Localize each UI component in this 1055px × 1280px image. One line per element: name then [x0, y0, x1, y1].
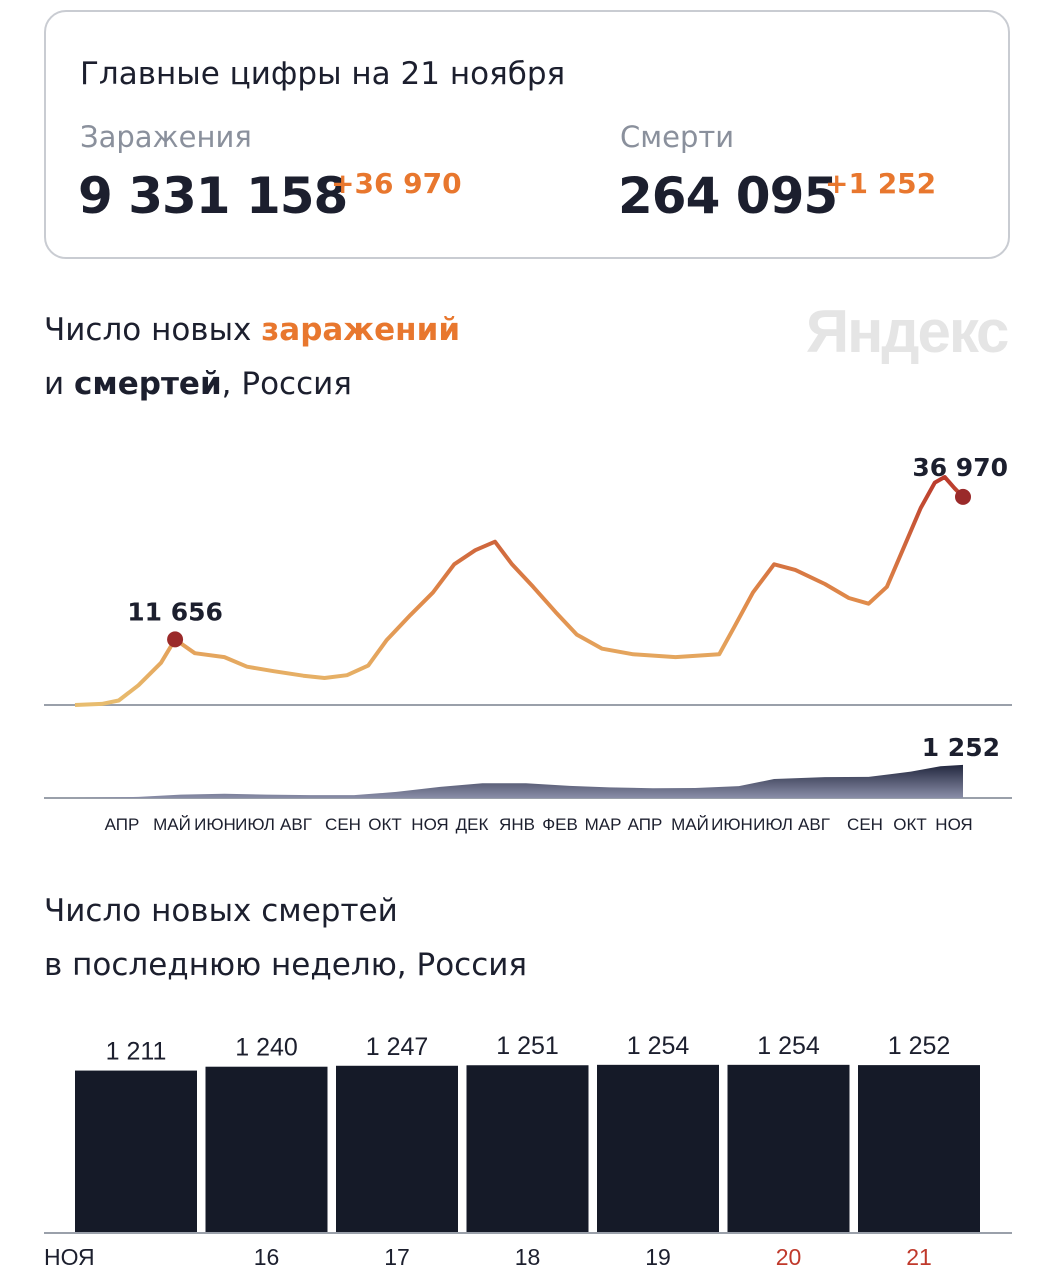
- bar: [75, 1070, 197, 1232]
- deaths-area: [75, 764, 963, 798]
- x-tick-label: МАЙ: [153, 815, 191, 834]
- x-tick-label: МАР: [585, 815, 622, 834]
- bar-category-label: НОЯ: [44, 1244, 95, 1270]
- bar-value-label: 1 240: [235, 1034, 298, 1062]
- title-part: и: [44, 366, 75, 402]
- summary-title: Главные цифры на 21 ноября: [80, 56, 566, 92]
- x-tick-label: АВГ: [798, 815, 830, 834]
- infections-line: [74, 475, 965, 707]
- bar: [727, 1064, 850, 1232]
- bar-category-label: 19: [645, 1244, 671, 1270]
- bar-category-label: 21: [906, 1244, 932, 1270]
- deaths-label: Смерти: [620, 120, 735, 154]
- x-tick-label: ИЮЛ: [753, 815, 793, 834]
- bar: [336, 1065, 458, 1232]
- chart2-title: Число новых смертей в последнюю неделю, Р…: [44, 884, 527, 992]
- bar-value-label: 1 254: [627, 1032, 690, 1060]
- bar-category-label: 20: [776, 1244, 802, 1270]
- x-tick-label: АПР: [105, 815, 140, 834]
- deaths-annotation-label: 1 252: [922, 733, 1000, 762]
- x-tick-label: ФЕВ: [542, 815, 578, 834]
- bar-value-label: 1 247: [366, 1033, 429, 1061]
- bar-value-label: 1 211: [106, 1038, 167, 1066]
- yandex-logo: Яндекс: [806, 298, 1009, 365]
- x-tick-label: ИЮН: [194, 815, 236, 834]
- chart1-title: Число новых заражений и смертей, Россия: [44, 303, 460, 411]
- deaths-delta: +1 252: [825, 167, 937, 200]
- title-part: , Россия: [221, 366, 352, 402]
- infections-delta: +36 970: [331, 167, 462, 200]
- title-line: в последнюю неделю, Россия: [44, 947, 528, 983]
- x-tick-label: ОКТ: [893, 815, 927, 834]
- infections-annotation-dot: [167, 631, 184, 648]
- title-line: Число новых смертей: [44, 893, 398, 929]
- bar-category-label: 16: [254, 1244, 280, 1270]
- bar: [858, 1065, 980, 1232]
- x-tick-label: ЯНВ: [499, 815, 535, 834]
- x-tick-label: НОЯ: [935, 815, 972, 834]
- x-tick-label: ИЮН: [711, 815, 753, 834]
- bar-value-label: 1 254: [757, 1032, 820, 1060]
- bar: [597, 1064, 719, 1232]
- x-tick-label: СЕН: [847, 815, 883, 834]
- bar: [466, 1065, 589, 1232]
- x-tick-label: СЕН: [325, 815, 361, 834]
- infections-annotation-label: 11 656: [127, 597, 223, 626]
- infections-annotation-dot: [955, 488, 971, 505]
- x-tick-label: НОЯ: [411, 815, 448, 834]
- summary-card: Главные цифры на 21 ноября Заражения 9 3…: [44, 10, 1010, 259]
- x-tick-label: МАЙ: [671, 815, 709, 834]
- bar: [205, 1066, 328, 1232]
- title-part-deaths: смертей: [74, 366, 222, 402]
- title-part-infections: заражений: [261, 312, 461, 348]
- x-tick-label: ИЮЛ: [235, 815, 275, 834]
- bar-value-label: 1 251: [496, 1032, 559, 1060]
- x-tick-label: АПР: [628, 815, 663, 834]
- infections-total: 9 331 158: [78, 167, 348, 225]
- deaths-total: 264 095: [618, 167, 838, 225]
- bar-value-label: 1 252: [888, 1032, 951, 1060]
- title-part: Число новых: [44, 312, 262, 348]
- x-tick-label: ДЕК: [456, 815, 489, 834]
- x-tick-label: ОКТ: [368, 815, 402, 834]
- bar-category-label: 17: [384, 1244, 410, 1270]
- x-tick-label: АВГ: [280, 815, 312, 834]
- infections-annotation-label: 36 970: [912, 453, 1008, 482]
- infections-label: Заражения: [80, 120, 252, 154]
- bar-category-label: 18: [515, 1244, 541, 1270]
